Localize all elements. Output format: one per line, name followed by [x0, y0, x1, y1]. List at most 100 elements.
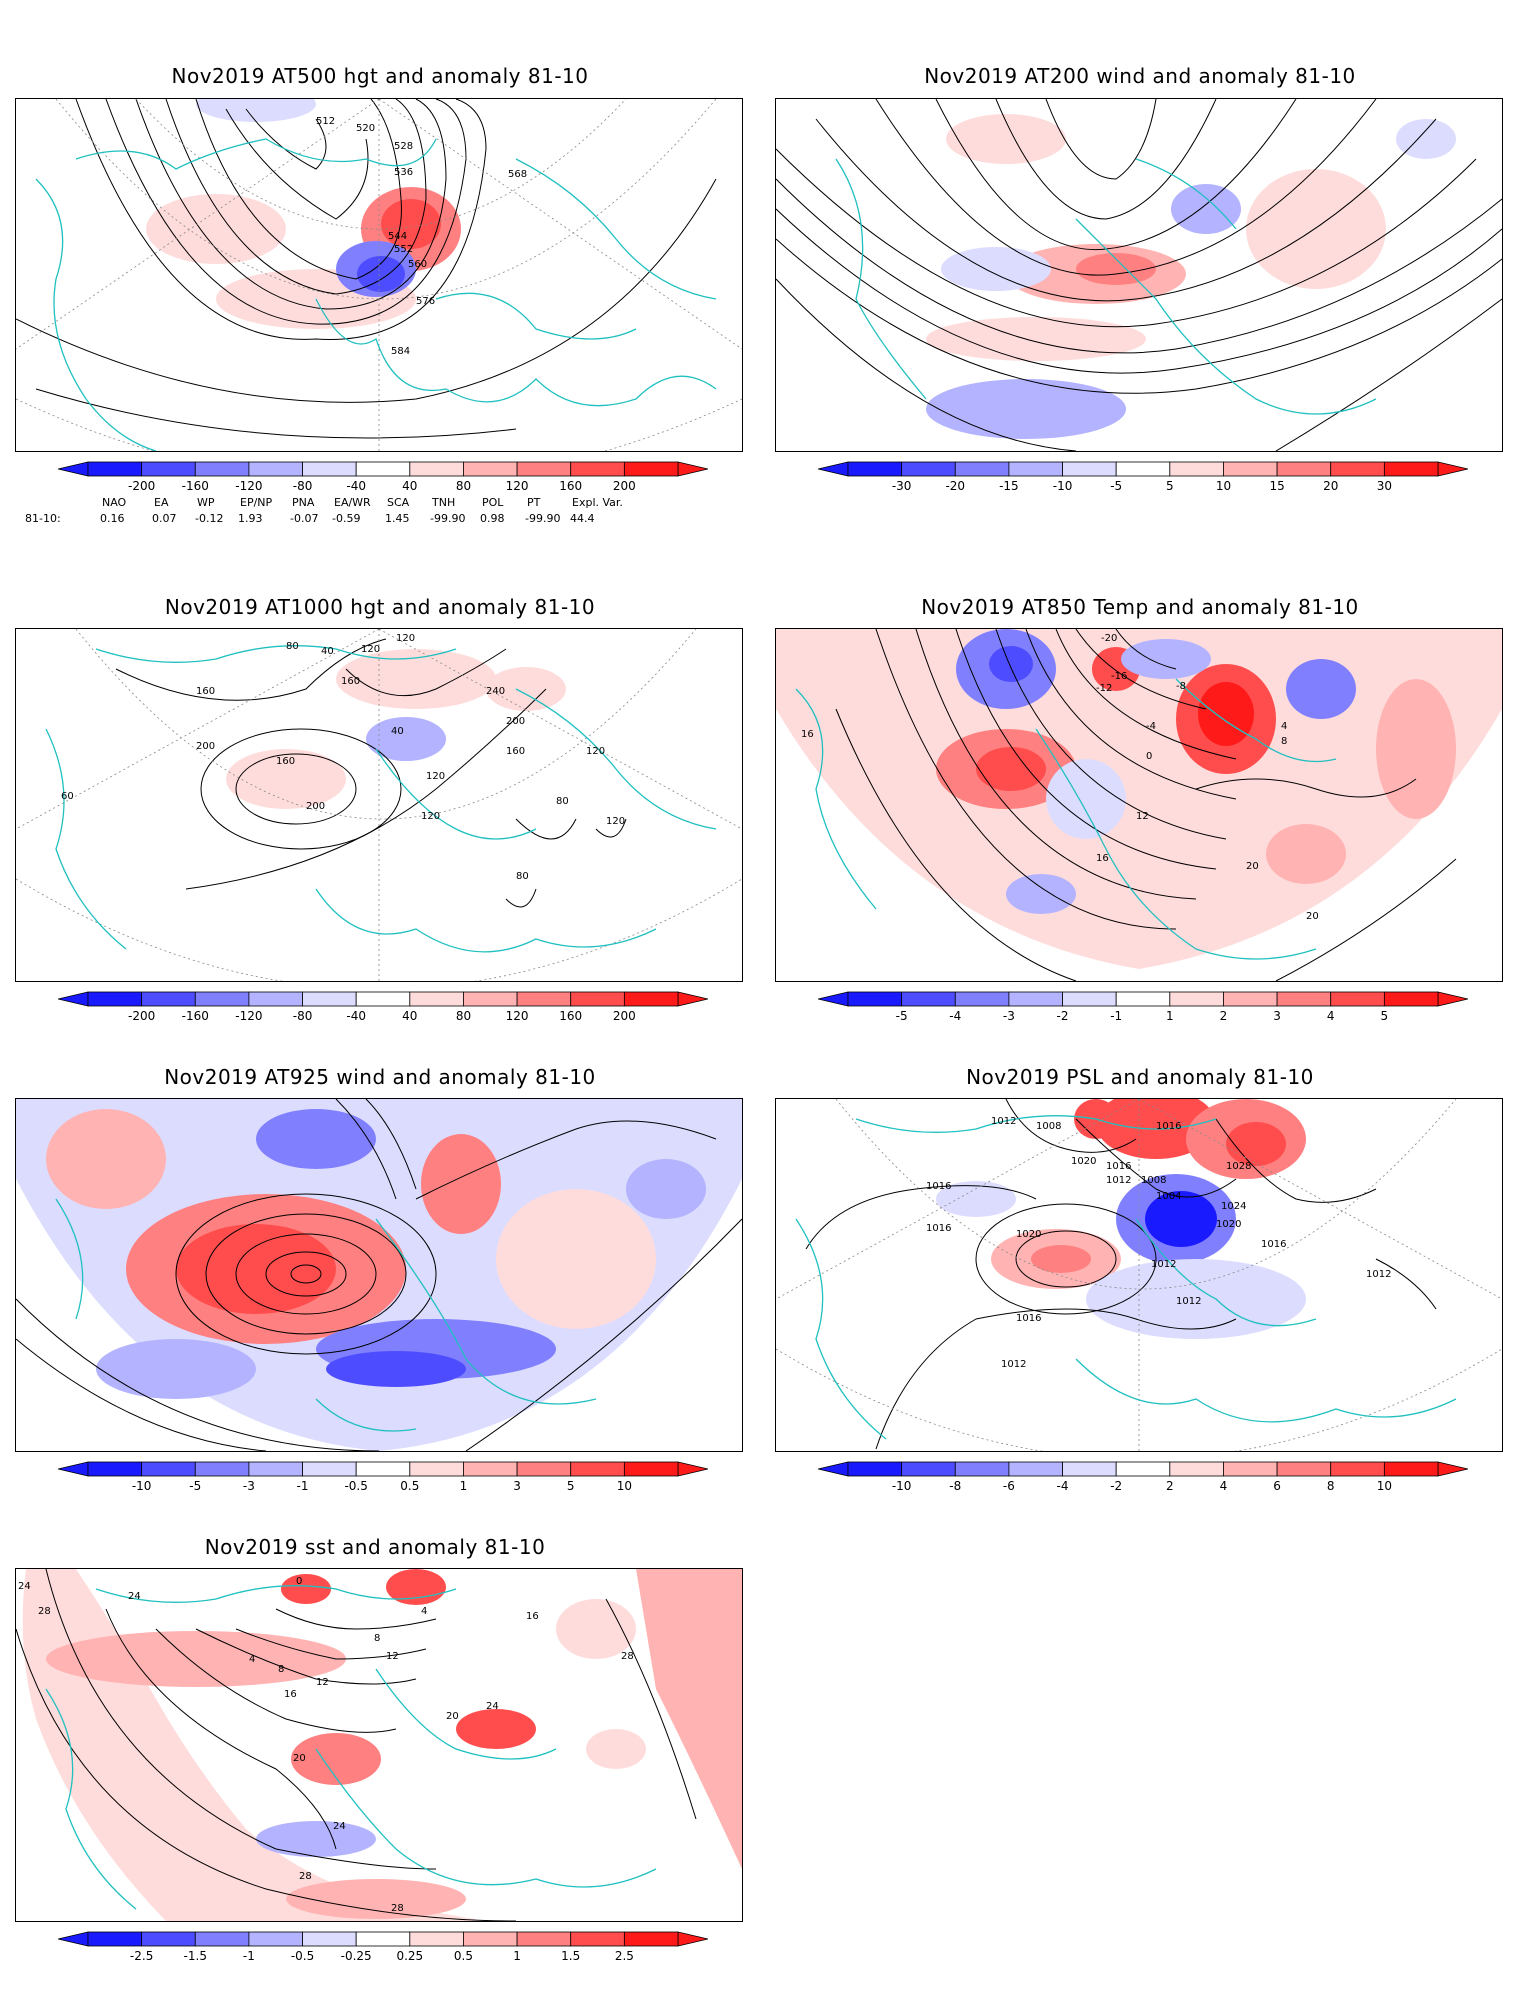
map-at1000: 120 80 40 120 160 160 200 240 200 160 40…	[15, 628, 743, 982]
colorbar-segment	[1062, 1461, 1117, 1477]
colorbar-tick-label: 160	[559, 479, 582, 493]
panel-title: Nov2019 AT500 hgt and anomaly 81-10	[171, 64, 589, 88]
colorbar-svg: -5 -4 -3 -2 -1 1 2 3 4 5	[818, 991, 1468, 1023]
colorbar-tick-label: -10	[1053, 479, 1073, 493]
colorbar-segment	[516, 1931, 572, 1947]
colorbar-tick-label: 0.5	[454, 1949, 473, 1963]
contour-label: 24	[486, 1701, 499, 1712]
colorbar-segment	[623, 1931, 679, 1947]
colorbar-arrow-high	[677, 461, 708, 477]
contour-label: 1012	[1001, 1359, 1026, 1370]
colorbar-at200: -30 -20 -15 -10 -5 5 10 15 20 30	[818, 458, 1468, 504]
colorbar-segment	[409, 1461, 464, 1477]
contour-label: 1016	[926, 1223, 951, 1234]
contour-label: 1028	[1226, 1161, 1251, 1172]
colorbar-segment	[954, 991, 1010, 1007]
colorbar-arrow-low	[58, 1461, 89, 1477]
colorbar-tick-label: -200	[128, 1009, 155, 1023]
index-value-cell: 1.45	[385, 512, 410, 525]
contour-label: 1012	[1151, 1259, 1176, 1270]
index-value-cell: -0.07	[290, 512, 319, 525]
colorbar-segment	[141, 991, 196, 1007]
colorbar-tick-label: -1	[1110, 1009, 1122, 1023]
colorbar-at850: -5 -4 -3 -2 -1 1 2 3 4 5	[818, 988, 1468, 1034]
colorbar-segment	[355, 461, 411, 477]
index-header: NAO EA WP EP/NP PNA EA/WR SCA TNH POL PT Expl. Var…	[100, 496, 700, 510]
colorbar-tick-label: -4	[1057, 1479, 1069, 1493]
contour-label: 1012	[1106, 1175, 1131, 1186]
colorbar-tick-label: 4	[1327, 1009, 1335, 1023]
colorbar-tick-label: -20	[945, 479, 965, 493]
colorbar-arrow-low	[58, 991, 89, 1007]
colorbar-tick-label: 2	[1220, 1009, 1228, 1023]
contour-label: 28	[299, 1871, 312, 1882]
index-header-cell: EA/WR	[334, 496, 371, 509]
colorbar-arrow-high	[677, 991, 708, 1007]
colorbar-tick-label: 20	[1323, 479, 1338, 493]
map-canvas: 24 28 24 0 4 8 12 16 20 24 28 28 4 8 12 …	[16, 1569, 742, 1921]
contour-label: 8	[278, 1664, 284, 1675]
colorbar-tick-label: -120	[235, 479, 262, 493]
colorbar-svg: -200 -160 -120 -80 -40 40 80 120 160 200	[58, 461, 708, 493]
contour-label: 576	[416, 296, 435, 307]
colorbar-svg: -10 -8 -6 -4 -2 2 4 6 8 10	[818, 1461, 1468, 1493]
contour-label: 80	[556, 796, 569, 807]
colorbar-segment	[1169, 1461, 1224, 1477]
contour-label: 28	[391, 1903, 404, 1914]
colorbar-tick-label: -5	[896, 1009, 908, 1023]
contour-label: 120	[361, 644, 380, 655]
panel-at500: Nov2019 AT500 hgt and anomaly 81-10	[0, 0, 760, 560]
index-header-cell: NAO	[102, 496, 127, 509]
colorbar-segment	[1223, 461, 1278, 477]
colorbar-segment	[1062, 461, 1117, 477]
contour-label: 16	[284, 1689, 297, 1700]
contour-label: 8	[374, 1633, 380, 1644]
colorbar-arrow-low	[58, 461, 89, 477]
contour-label: 160	[196, 686, 215, 697]
colorbar-segment	[847, 461, 903, 477]
panel-at850: Nov2019 AT850 Temp and anomaly 81-10	[760, 560, 1520, 1030]
colorbar-segment	[248, 461, 303, 477]
colorbar-segment	[302, 461, 357, 477]
colorbar-segment	[141, 461, 196, 477]
contour-label: 40	[321, 646, 334, 657]
map-canvas: -20 -16 -12 -8 -4 0 4 8 12 16 20 20 16	[776, 629, 1502, 981]
colorbar-tick-label: -10	[892, 1479, 912, 1493]
contour-label: 20	[1246, 861, 1259, 872]
map-at500: 512 520 528 536 544 552 560 568 576 584	[15, 98, 743, 452]
panel-title: Nov2019 sst and anomaly 81-10	[204, 1535, 546, 1559]
colorbar-segment	[570, 1931, 625, 1947]
contour-label: 20	[446, 1711, 459, 1722]
colorbar-segment	[1383, 461, 1439, 477]
contour-label: 512	[316, 116, 335, 127]
colorbar-segment	[623, 461, 679, 477]
colorbar-tick-label: 200	[613, 479, 636, 493]
colorbar-tick-label: 80	[456, 479, 471, 493]
contour-label: 24	[333, 1821, 346, 1832]
colorbar-tick-label: 40	[402, 479, 417, 493]
colorbar-tick-label: -160	[182, 479, 209, 493]
contour-label: 16	[801, 729, 814, 740]
colorbar-segment	[355, 1461, 411, 1477]
contour-label: 520	[356, 123, 375, 134]
colorbar-tick-label: -40	[346, 479, 366, 493]
colorbar-arrow-high	[1437, 461, 1468, 477]
contour-label: 544	[388, 231, 407, 242]
map-at200	[775, 98, 1503, 452]
colorbar-segment	[1008, 1461, 1063, 1477]
colorbar-tick-label: 1.5	[561, 1949, 580, 1963]
colorbar-segment	[302, 1931, 357, 1947]
colorbar-tick-label: 3	[1273, 1009, 1281, 1023]
colorbar-segment	[141, 1461, 196, 1477]
contour-label: -12	[1096, 683, 1112, 694]
colorbar-segment	[194, 1461, 250, 1477]
colorbar-psl: -10 -8 -6 -4 -2 2 4 6 8 10	[818, 1458, 1468, 1504]
contour-label: -16	[1111, 671, 1127, 682]
contour-label: 120	[421, 811, 440, 822]
colorbar-segment	[1223, 991, 1278, 1007]
colorbar-segment	[1276, 461, 1332, 477]
colorbar-tick-label: 1	[1166, 1009, 1174, 1023]
map-at925	[15, 1098, 743, 1452]
colorbar-tick-label: -8	[949, 1479, 961, 1493]
contour-label: 80	[516, 871, 529, 882]
